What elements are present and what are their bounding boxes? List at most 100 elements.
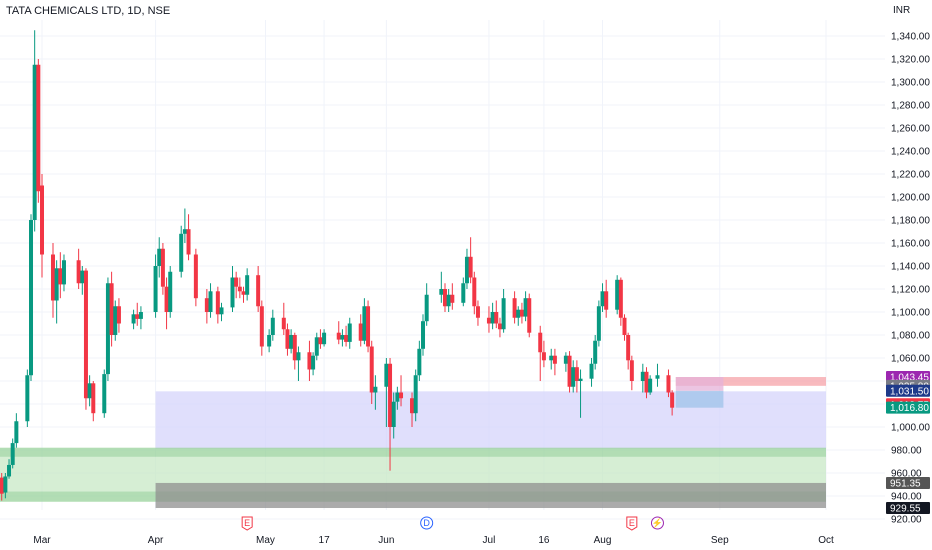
candle-body (344, 335, 349, 342)
candle (388, 358, 393, 471)
candle-body (362, 306, 367, 341)
candle-body (256, 275, 261, 307)
candle-body (501, 298, 506, 330)
candle-body (80, 270, 85, 284)
candle (344, 325, 349, 347)
candle-body (629, 360, 634, 381)
candle-body (164, 286, 169, 312)
candle-body (589, 363, 594, 379)
event-marker[interactable]: E (241, 516, 253, 531)
candle (292, 332, 297, 370)
candle-body (138, 312, 143, 319)
price-tick-label: 1,200.00 (891, 193, 930, 204)
candle-body (578, 378, 583, 381)
candle (358, 314, 363, 347)
candles (0, 30, 675, 501)
candle (113, 300, 118, 341)
event-label: E (244, 518, 250, 528)
time-tick-label: 16 (538, 535, 550, 546)
event-badge[interactable] (420, 516, 434, 530)
candle-body (61, 260, 66, 285)
time-tick-label: Sep (711, 535, 729, 546)
candle-body (596, 306, 601, 341)
candle (589, 358, 594, 387)
price-tag-label: 1,043.45 (890, 373, 929, 384)
candle (29, 214, 34, 381)
candle-body (160, 248, 165, 287)
candle-body (285, 329, 290, 349)
price-tag: 1,031.50 (886, 384, 930, 397)
candle-body (135, 314, 140, 319)
candle-body (512, 298, 517, 318)
price-tick-label: 980.00 (891, 446, 922, 457)
candle-body (373, 386, 378, 393)
time-tick-label: Apr (148, 535, 164, 546)
candle (421, 314, 426, 356)
candle-body (10, 443, 15, 465)
candle-body (523, 298, 528, 317)
event-badge[interactable] (650, 516, 664, 530)
candle-body (516, 309, 521, 318)
candle-body (410, 398, 415, 414)
candle-body (54, 268, 59, 301)
candle (270, 309, 275, 341)
candle (604, 279, 609, 318)
price-tag: 1,016.80 (886, 401, 930, 414)
event-badge[interactable] (241, 516, 253, 531)
candle (395, 386, 400, 410)
candle-body (40, 185, 44, 255)
candle (541, 340, 546, 368)
event-markers[interactable]: E D E ⚡ (241, 516, 664, 531)
candle (50, 243, 55, 318)
candle (472, 271, 477, 315)
time-axis[interactable]: Mar Apr May 17 Jun Jul 16 Aug Sep Oct (33, 535, 834, 546)
candle (87, 375, 92, 407)
candle-body (76, 260, 81, 284)
time-tick-label: Mar (33, 535, 51, 546)
candle (362, 298, 367, 345)
candle (655, 363, 660, 387)
candle (186, 214, 191, 261)
candle-body (567, 355, 572, 387)
candle (648, 375, 653, 395)
candle-body (340, 335, 345, 340)
candle-body (336, 332, 341, 340)
price-tick-label: 1,240.00 (891, 147, 930, 158)
candle (391, 392, 396, 439)
candle (289, 329, 294, 354)
event-marker[interactable]: D (420, 516, 434, 530)
candle (567, 351, 572, 393)
candle (563, 352, 568, 372)
candle-body (604, 291, 609, 310)
candle (578, 369, 583, 418)
candle-body (281, 317, 286, 330)
event-label: E (629, 518, 635, 528)
event-marker[interactable]: ⚡ (650, 516, 664, 530)
candle (285, 323, 290, 356)
candle (512, 291, 517, 324)
price-axis[interactable]: 920.00 940.00 960.00 980.00 1,000.00 1,060.00… (891, 32, 930, 526)
candle (413, 369, 418, 422)
candle (486, 306, 491, 333)
price-tags: 1,043.451,035.801,031.501,019.751,016.80… (886, 371, 930, 515)
candle-body (292, 335, 297, 361)
candle (464, 248, 469, 289)
green-upper-zone (0, 447, 826, 457)
candle-body (541, 352, 546, 361)
candle-body (571, 367, 576, 387)
candle-body (384, 363, 389, 387)
candle-body (193, 254, 198, 299)
candle (10, 438, 15, 469)
candle (516, 306, 521, 326)
candle-body (14, 421, 19, 444)
candle (442, 283, 447, 312)
event-marker[interactable]: E (626, 516, 638, 531)
candle (494, 300, 499, 329)
candle (32, 30, 37, 232)
candle-body (186, 229, 191, 255)
candle (490, 302, 495, 330)
event-badge[interactable] (626, 516, 638, 531)
candle (450, 283, 455, 310)
candle-body (615, 279, 620, 310)
